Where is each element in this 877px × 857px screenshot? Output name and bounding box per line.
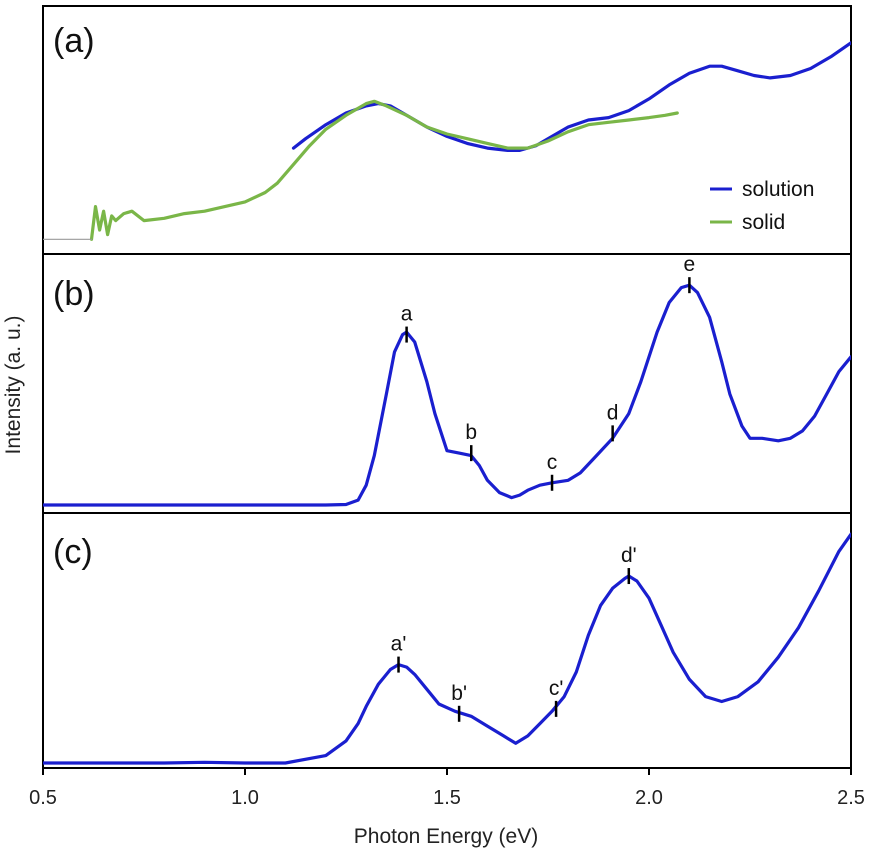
x-tick-label: 0.5 bbox=[29, 787, 57, 809]
x-tick-label: 1.5 bbox=[433, 787, 461, 809]
panel-c: a' b' c' d' (c) bbox=[42, 512, 852, 769]
y-axis-title: Intensity (a. u.) bbox=[2, 316, 25, 455]
peak-label: d' bbox=[621, 544, 637, 567]
legend: solution solid bbox=[710, 178, 814, 234]
legend-label-solution: solution bbox=[742, 178, 814, 201]
series-solution-line bbox=[43, 283, 851, 507]
plot-area bbox=[43, 532, 851, 765]
peak-label: b' bbox=[451, 682, 467, 705]
plot-area bbox=[43, 283, 851, 507]
panel-label: (a) bbox=[53, 22, 95, 60]
x-tick-label: 2.5 bbox=[837, 787, 865, 809]
peak-label: b bbox=[465, 421, 477, 444]
peak-label: d bbox=[607, 401, 619, 424]
panel-label: (c) bbox=[53, 533, 93, 571]
panel-label: (b) bbox=[53, 275, 95, 313]
x-axis-title: Photon Energy (eV) bbox=[354, 825, 538, 848]
panel-b: a b c d e (b) bbox=[42, 253, 852, 514]
panel-a: (a) solution solid bbox=[42, 5, 852, 255]
panel-frame bbox=[42, 253, 852, 514]
series-solid-line bbox=[89, 99, 679, 241]
peak-label: e bbox=[684, 253, 696, 276]
x-tick-label: 2.0 bbox=[635, 787, 663, 809]
peak-label: a bbox=[401, 303, 413, 326]
x-axis: 0.5 1.0 1.5 2.0 2.5 bbox=[29, 768, 865, 809]
legend-label-solid: solid bbox=[742, 211, 785, 234]
peak-label: c bbox=[547, 451, 558, 474]
series-solution-line bbox=[43, 532, 851, 765]
series-solution-line bbox=[291, 41, 851, 152]
plot-area bbox=[43, 41, 851, 241]
peak-label: c' bbox=[549, 677, 564, 700]
x-tick-label: 1.0 bbox=[231, 787, 259, 809]
panel-frame bbox=[42, 512, 852, 769]
peak-label: a' bbox=[391, 633, 407, 656]
